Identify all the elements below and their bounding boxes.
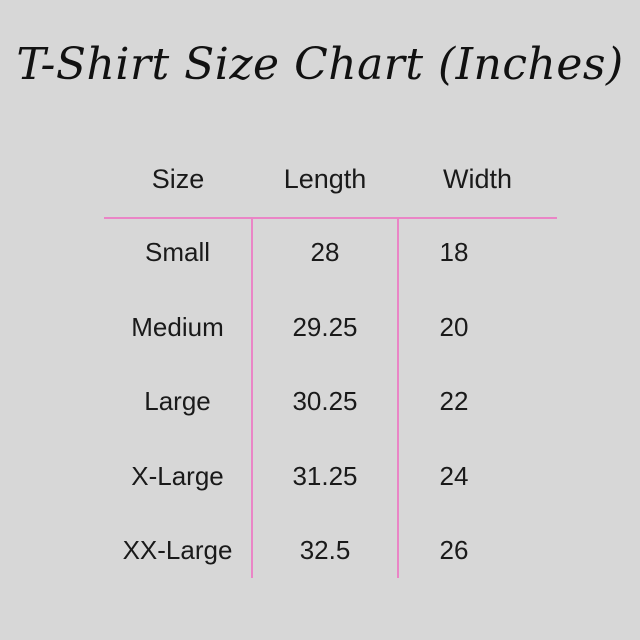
table-row: Small 28 18 <box>104 219 557 294</box>
cell-width: 24 <box>439 460 469 491</box>
cell-width: 20 <box>439 311 469 342</box>
cell-length: 28 <box>310 237 340 267</box>
size-chart-table: Size Length Width Small 28 18 Medium 29.… <box>104 160 557 580</box>
cell-size: Medium <box>131 311 224 342</box>
cell-length: 32.5 <box>299 535 351 566</box>
table-header-row: Size Length Width <box>104 160 557 217</box>
cell-length: 31.25 <box>292 460 358 491</box>
cell-length: 30.25 <box>292 386 358 417</box>
table-row: XX-Large 32.5 26 <box>104 517 557 592</box>
column-divider-size-length <box>251 217 253 578</box>
header-divider-rule <box>104 217 557 219</box>
cell-width: 18 <box>439 237 469 267</box>
page-title: T-Shirt Size Chart (Inches) <box>16 39 624 90</box>
table-row: X-Large 31.25 24 <box>104 443 557 518</box>
table-row: Large 30.25 22 <box>104 368 557 443</box>
cell-size: XX-Large <box>122 535 233 566</box>
table-body: Small 28 18 Medium 29.25 20 Large 30.25 … <box>104 219 557 592</box>
cell-width: 22 <box>439 386 469 417</box>
cell-size: Small <box>144 237 210 267</box>
cell-width: 26 <box>439 535 469 566</box>
table-row: Medium 29.25 20 <box>104 294 557 369</box>
column-header-length: Length <box>283 164 367 194</box>
column-header-width: Width <box>442 164 513 194</box>
column-header-size: Size <box>151 164 205 194</box>
cell-length: 29.25 <box>292 311 358 342</box>
cell-size: X-Large <box>131 460 224 491</box>
column-divider-length-width <box>397 217 399 578</box>
cell-size: Large <box>144 386 211 417</box>
